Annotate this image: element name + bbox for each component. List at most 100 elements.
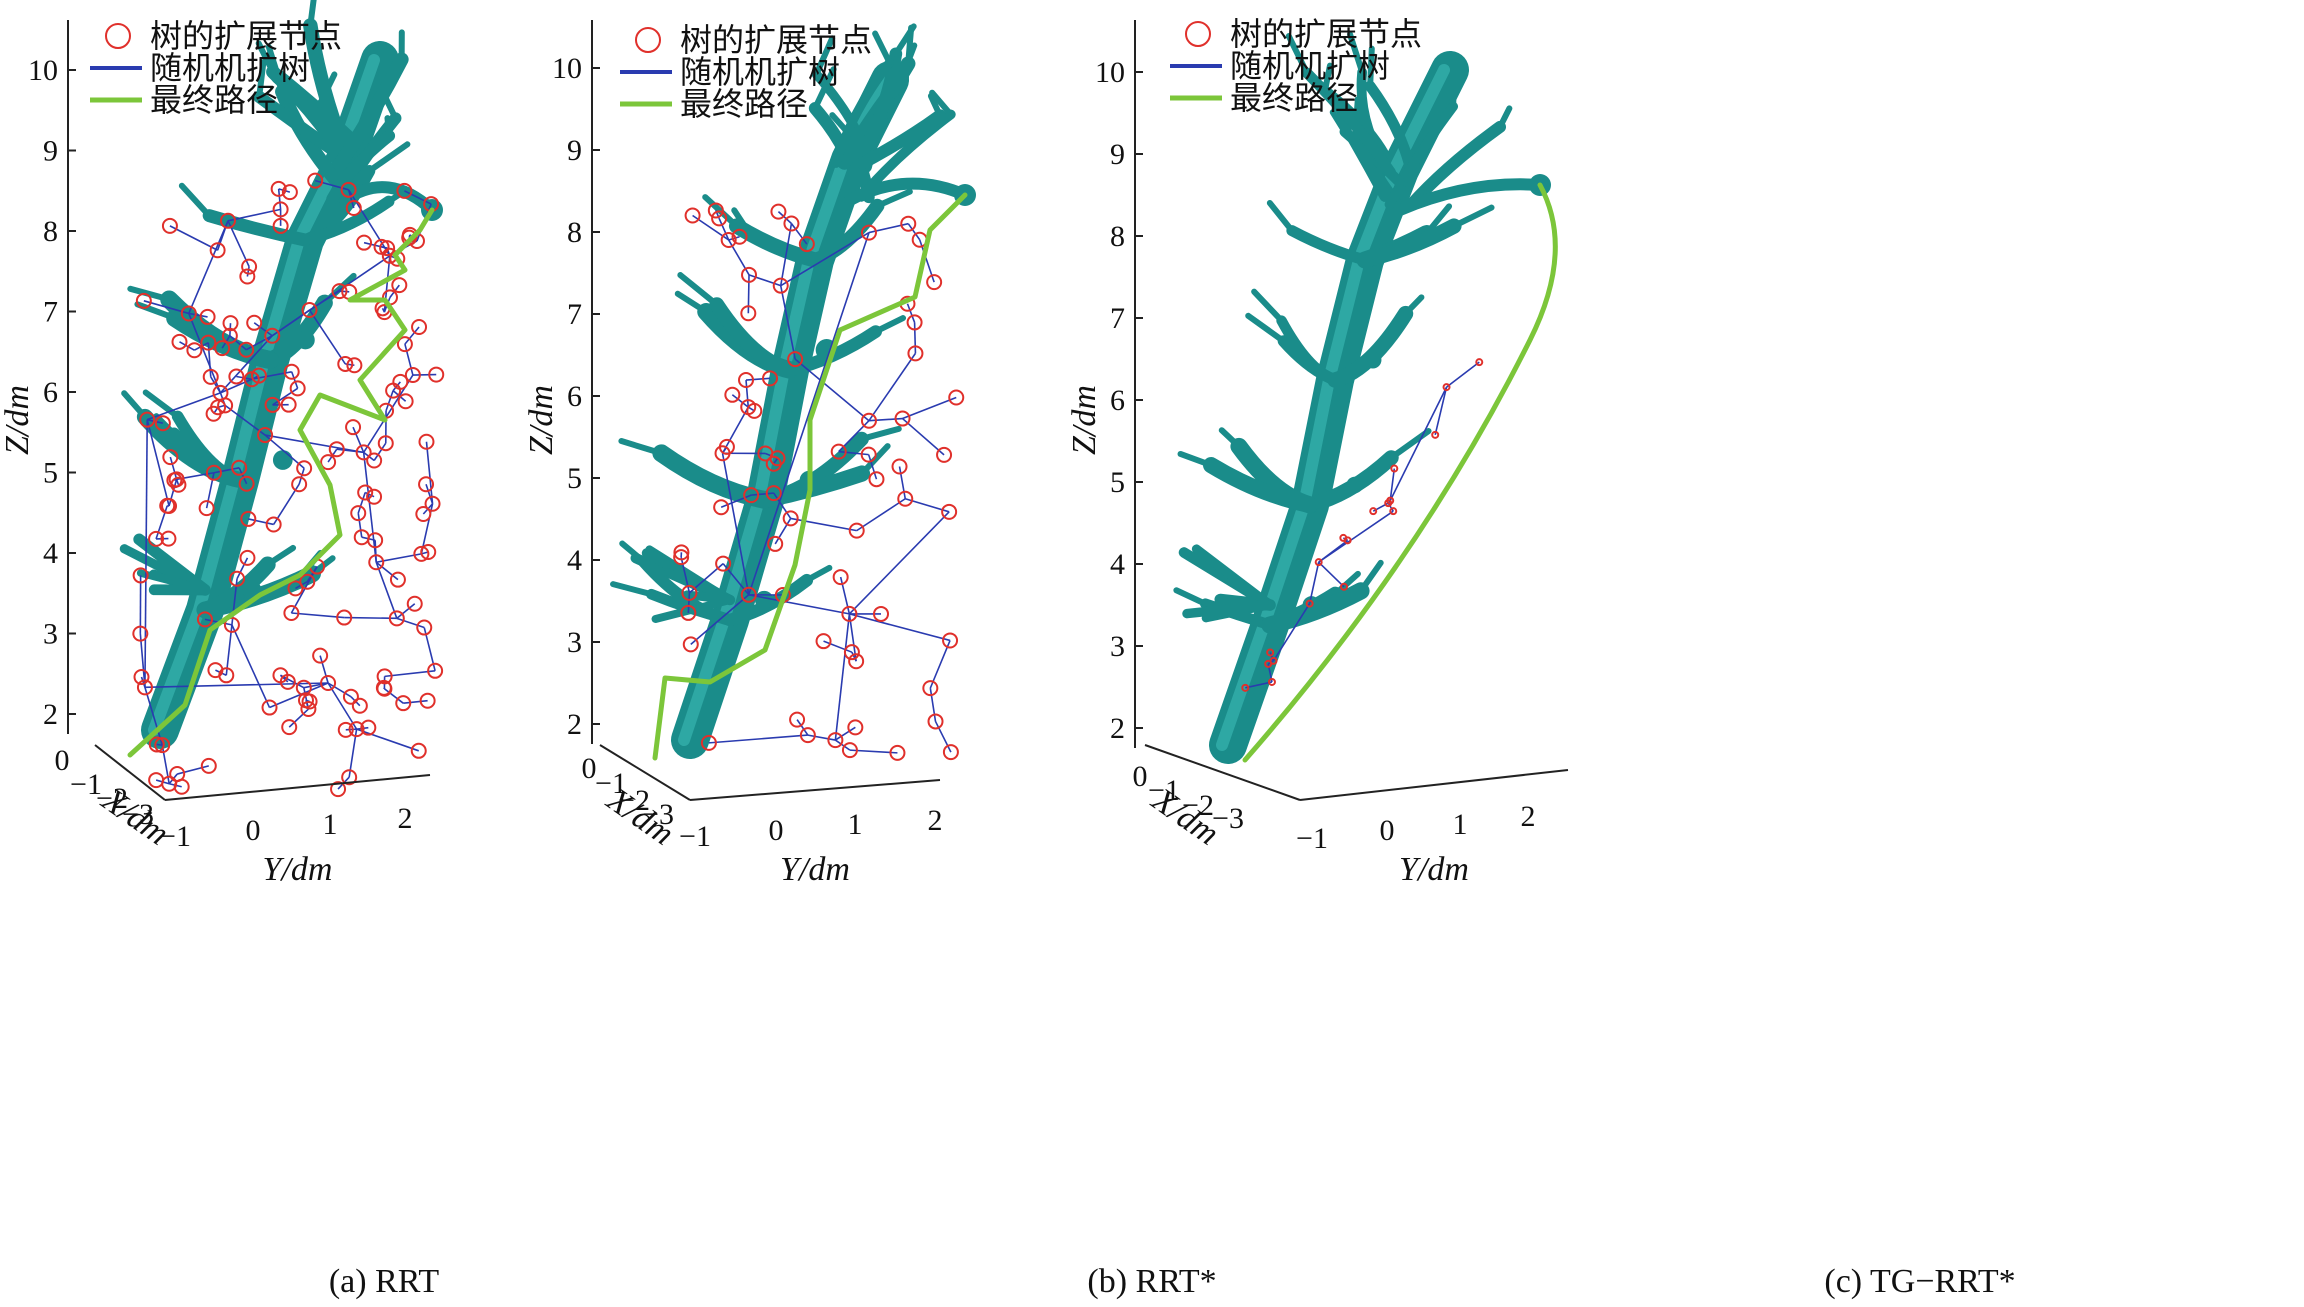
vessel-twig — [264, 544, 297, 568]
z-tick-label: 10 — [28, 54, 58, 87]
tree-edge — [898, 466, 907, 499]
tree-node — [1369, 507, 1378, 516]
tree-node — [291, 476, 308, 493]
vessel-twig — [1173, 587, 1209, 607]
y-tick-label: 2 — [928, 804, 943, 837]
tree-edge — [1434, 386, 1448, 436]
legend-path: 最终路径 — [150, 81, 278, 119]
tree-edge — [224, 404, 266, 436]
tree-edge — [392, 390, 407, 402]
tree-node — [264, 396, 281, 413]
tree-node — [132, 567, 149, 584]
tree-node — [1314, 558, 1323, 567]
tree-node — [238, 341, 255, 358]
vessel-twig — [1450, 73, 1457, 110]
tree-node — [355, 444, 372, 461]
tree-edge — [425, 483, 434, 505]
tree-node — [847, 719, 864, 736]
tree-edge — [188, 313, 222, 394]
tree-edge — [790, 222, 808, 245]
tree-node — [680, 604, 697, 621]
tree-edge — [1389, 386, 1448, 501]
tree-edge — [231, 624, 271, 708]
vessel-twig — [309, 555, 336, 577]
tree-node — [205, 464, 222, 481]
tree-node — [841, 605, 858, 622]
tree-edge — [314, 179, 349, 191]
tree-node — [279, 673, 296, 690]
vessel-twig — [1357, 559, 1384, 594]
tree-node — [428, 366, 445, 383]
tree-node — [897, 490, 914, 507]
x-tick-label: −3 — [1212, 802, 1244, 835]
tree-edge — [357, 513, 363, 538]
vessel-branch — [1224, 600, 1275, 613]
tree-edge — [339, 290, 350, 293]
vessel-twig — [892, 23, 917, 57]
y-tick-label: 2 — [1521, 800, 1536, 833]
tree-node — [388, 610, 405, 627]
vessel-branch — [160, 290, 279, 369]
tree-node — [148, 736, 165, 753]
tree-node — [299, 573, 316, 590]
tree-node — [170, 476, 187, 493]
z-axis-label: Z/dm — [523, 385, 560, 455]
tree-node — [159, 497, 176, 514]
vessel-bulb — [296, 330, 315, 350]
tree-node — [1267, 677, 1276, 686]
y-axis-label: Y/dm — [1399, 851, 1469, 888]
tree-edge — [277, 188, 282, 210]
tree-edge — [721, 406, 749, 454]
tree-node — [356, 234, 373, 251]
tree-node — [926, 274, 943, 291]
tree-edge — [156, 743, 163, 746]
tree-node — [342, 688, 359, 705]
tree-node — [301, 693, 318, 710]
tree-edge — [708, 734, 808, 744]
legend-nodes: 树的扩展节点 — [680, 21, 872, 59]
tree-node — [860, 412, 877, 429]
tree-edge — [364, 491, 375, 498]
vessel-branch — [133, 533, 211, 596]
vessel-branch — [299, 195, 395, 246]
vessel-twig — [872, 30, 893, 66]
tree-node — [424, 495, 441, 512]
vessel-twig — [366, 141, 411, 174]
tree-node — [397, 393, 414, 410]
final-path-line — [652, 192, 968, 761]
tree-edge — [929, 640, 951, 689]
x-tick-label: −1 — [70, 768, 102, 801]
tree-node — [336, 609, 353, 626]
vessel-branch — [326, 129, 396, 205]
vessel-twig — [142, 389, 181, 420]
y-axis-label: Y/dm — [263, 851, 333, 888]
vessel-branch — [856, 109, 947, 170]
vessel-twig — [1402, 294, 1425, 317]
tree-edge — [1318, 561, 1345, 588]
tree-node — [166, 472, 183, 489]
tree-node — [376, 668, 393, 685]
tree-edge — [404, 190, 432, 205]
tree-node — [162, 449, 179, 466]
vessel-twig — [1450, 204, 1495, 230]
tree-node — [789, 711, 806, 728]
tree-edge — [720, 494, 752, 508]
z-axis-label: Z/dm — [1066, 385, 1103, 455]
vessel-branch — [1357, 218, 1462, 268]
tree-edge — [352, 426, 365, 453]
panel-rrt: 2 3 4 5 6 7 8 9 10 Z/dm −1 0 1 2 0 −1 −2 −3 Y/dm X/dm 树的扩展节点… — [0, 0, 768, 1307]
tree-edge — [168, 479, 178, 507]
tree-node — [280, 396, 297, 413]
tree-node — [296, 460, 313, 477]
tree-edge — [745, 379, 750, 408]
vessel-branch — [1394, 178, 1546, 216]
legend-nodes: 树的扩展节点 — [150, 17, 342, 55]
tree-node — [724, 386, 741, 403]
x-tick-label: −1 — [1148, 774, 1180, 807]
tree-edge — [319, 655, 329, 684]
tree-node — [413, 545, 430, 562]
tree-edge — [838, 450, 869, 456]
tree-node — [350, 505, 367, 522]
tree-edge — [344, 616, 397, 620]
